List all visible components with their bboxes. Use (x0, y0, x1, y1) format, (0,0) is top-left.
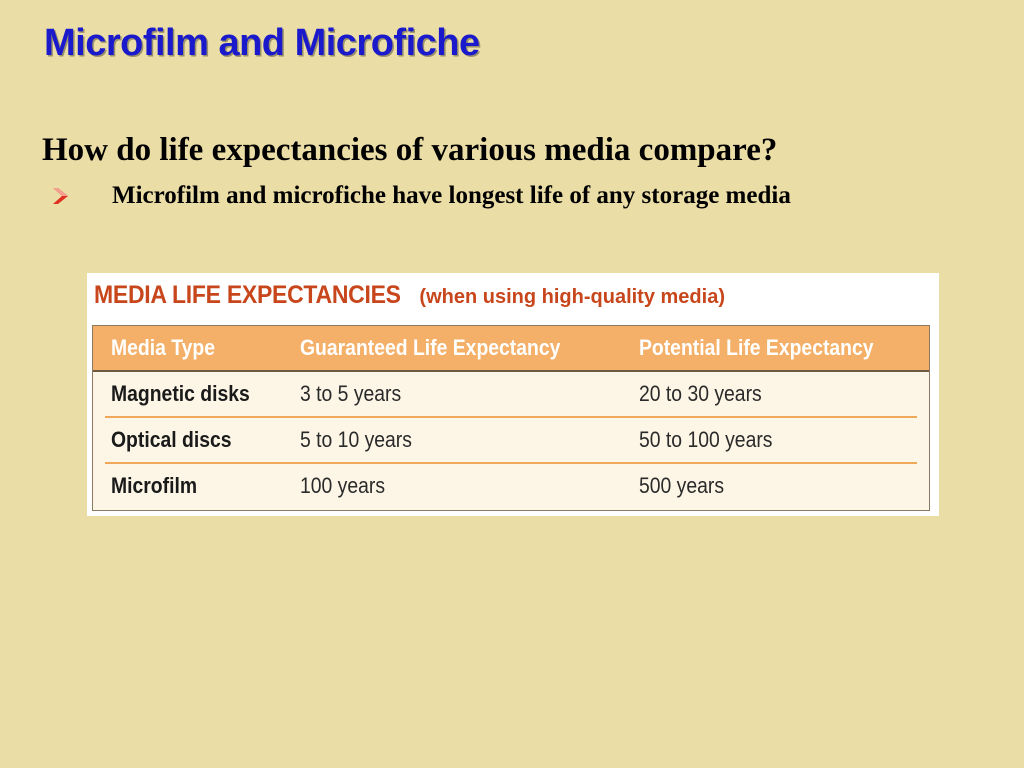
column-header-guaranteed: Guaranteed Life Expectancy (300, 335, 561, 360)
table-row: Microfilm 100 years 500 years (93, 464, 929, 510)
row-divider (105, 462, 917, 464)
cell-guaranteed: 5 to 10 years (300, 427, 412, 452)
figure-heading: MEDIA LIFE EXPECTANCIES (when using high… (94, 281, 725, 310)
media-life-figure: MEDIA LIFE EXPECTANCIES (when using high… (87, 273, 939, 516)
cell-media-type: Magnetic disks (111, 381, 250, 406)
cell-potential: 50 to 100 years (639, 427, 773, 452)
question-heading: How do life expectancies of various medi… (42, 132, 778, 168)
life-expectancy-table: Media Type Guaranteed Life Expectancy Po… (92, 325, 930, 511)
cell-potential: 20 to 30 years (639, 381, 762, 406)
arrow-bullet-icon (53, 188, 68, 204)
column-header-potential: Potential Life Expectancy (639, 335, 874, 360)
figure-subtitle: (when using high-quality media) (419, 286, 725, 308)
table-header-row: Media Type Guaranteed Life Expectancy Po… (93, 326, 929, 372)
figure-title: MEDIA LIFE EXPECTANCIES (94, 281, 401, 309)
column-header-media-type: Media Type (111, 335, 216, 360)
slide-title: Microfilm and Microfiche (44, 22, 480, 64)
cell-guaranteed: 100 years (300, 473, 386, 498)
bullet-item: Microfilm and microfiche have longest li… (52, 180, 791, 212)
cell-media-type: Optical discs (111, 427, 232, 452)
bullet-text: Microfilm and microfiche have longest li… (112, 182, 791, 209)
cell-potential: 500 years (639, 473, 725, 498)
row-divider (105, 416, 917, 418)
cell-guaranteed: 3 to 5 years (300, 381, 402, 406)
table-row: Optical discs 5 to 10 years 50 to 100 ye… (93, 418, 929, 464)
cell-media-type: Microfilm (111, 473, 198, 498)
table-row: Magnetic disks 3 to 5 years 20 to 30 yea… (93, 372, 929, 418)
